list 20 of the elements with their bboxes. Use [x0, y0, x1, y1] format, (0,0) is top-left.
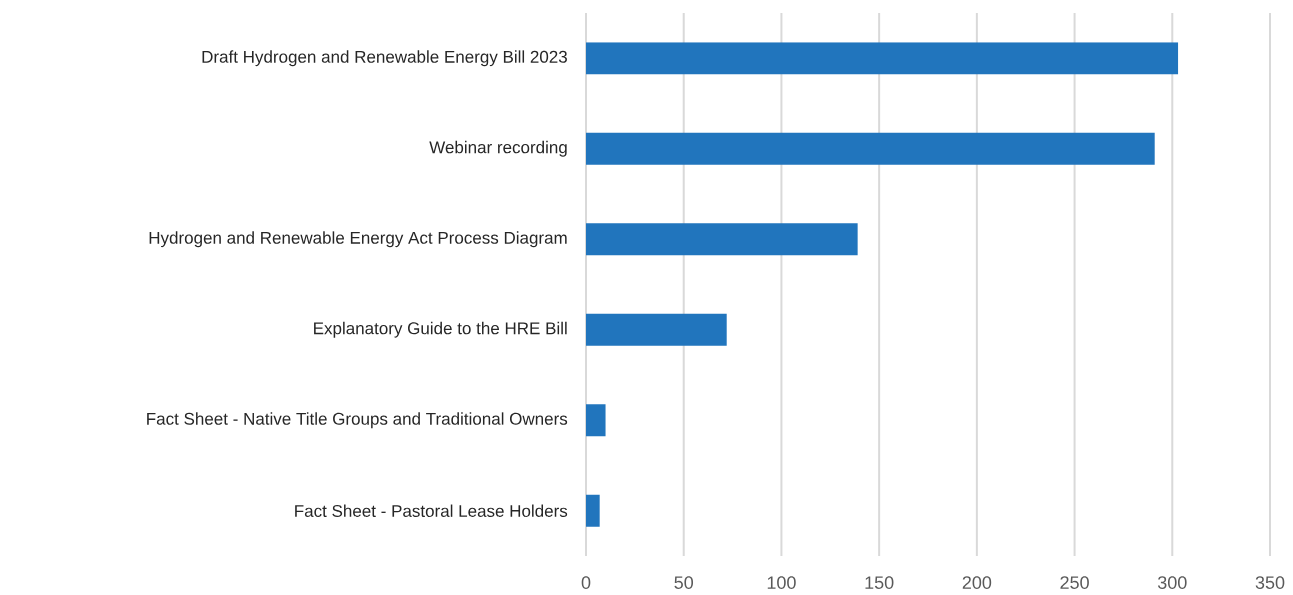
- y-tick-label: Webinar recording: [429, 140, 567, 157]
- bar: [586, 42, 1179, 75]
- y-tick-label: Explanatory Guide to the HRE Bill: [314, 321, 567, 338]
- y-tick-label: Fact Sheet - Pastoral Lease Holders: [295, 504, 568, 518]
- bar: [586, 404, 606, 437]
- x-tick-label: 0: [581, 576, 591, 589]
- bar: [586, 132, 1155, 165]
- bar: [586, 494, 600, 527]
- y-tick-label: Hydrogen and Renewable Energy Act Process Diagram: [149, 231, 567, 248]
- y-tick-label: Fact Sheet - Native Title Groups and Traditional Owners: [147, 412, 568, 429]
- x-tick-label: 250: [1060, 576, 1089, 589]
- x-tick-label: 200: [962, 576, 992, 589]
- bar: [586, 223, 858, 256]
- y-tick-label: Draft Hydrogen and Renewable Energy Bill 2023: [202, 50, 567, 67]
- x-tick-label: 300: [1157, 576, 1187, 589]
- x-tick-label: 350: [1255, 576, 1285, 589]
- bar: [586, 313, 727, 346]
- x-tick-label: 100: [767, 576, 796, 589]
- x-tick-label: 150: [865, 576, 894, 589]
- x-tick-label: 50: [674, 576, 694, 589]
